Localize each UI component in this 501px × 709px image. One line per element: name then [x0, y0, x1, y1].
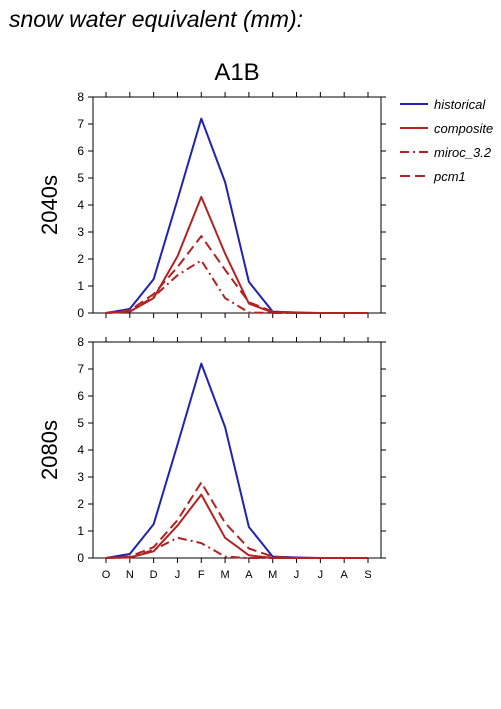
panel-2040s: 0 1 2 3 4 5 6 7 8 2040s	[37, 90, 386, 320]
y-tick-label: 8	[77, 90, 84, 104]
figure-heading: snow water equivalent (mm):	[9, 6, 303, 32]
y-tick-label: 2	[77, 497, 84, 511]
x-tick-label: S	[364, 569, 371, 581]
y-tick-label: 6	[77, 389, 84, 403]
y-tick-label: 7	[77, 362, 84, 376]
y-tick-label: 5	[77, 416, 84, 430]
y-tick-label: 7	[77, 117, 84, 131]
y-tick-label: 8	[77, 335, 84, 349]
x-tick-label: A	[245, 569, 253, 581]
chart-title: A1B	[214, 59, 259, 86]
x-tick-label: N	[126, 569, 134, 581]
y-tick-label: 2	[77, 252, 84, 266]
y-tick-label: 4	[77, 198, 84, 212]
panel-2080s: 0 1 2 3 4 5 6 7 8 O N D J F M A M J J A S 2080s	[37, 335, 386, 581]
chart-panels: 0 1 2 3 4 5 6 7 8 2040s 0 1 2 3 4 5 6 7 8 O N D J F M A M J J A S 2080s	[37, 90, 386, 581]
series-line-miroc-3-2	[105, 536, 368, 559]
series-line-historical	[105, 362, 368, 559]
series-line-pcm1	[105, 235, 368, 314]
legend-label: historical	[434, 97, 486, 112]
panel-frame	[92, 341, 382, 559]
y-tick-label: 0	[77, 551, 84, 565]
y-tick-label: 5	[77, 171, 84, 185]
legend: historical composite miroc_3.2 pcm1	[400, 97, 493, 184]
panel-label: 2040s	[37, 175, 62, 235]
series-line-composite	[105, 493, 368, 559]
y-tick-label: 4	[77, 443, 84, 457]
y-tick-label: 6	[77, 144, 84, 158]
x-tick-label: A	[341, 569, 349, 581]
x-tick-label: J	[318, 569, 324, 581]
x-tick-label: O	[102, 569, 111, 581]
y-tick-label: 0	[77, 306, 84, 320]
legend-label: composite	[434, 121, 493, 136]
series-line-pcm1	[105, 481, 368, 559]
series-line-historical	[105, 117, 368, 314]
y-tick-label: 3	[77, 225, 84, 239]
x-tick-label: M	[268, 569, 277, 581]
x-tick-label: J	[294, 569, 300, 581]
x-tick-label: D	[150, 569, 158, 581]
x-tick-label: J	[175, 569, 181, 581]
x-tick-label: F	[198, 569, 205, 581]
series-line-composite	[105, 195, 368, 314]
legend-label: miroc_3.2	[434, 145, 492, 160]
y-tick-label: 1	[77, 524, 84, 538]
y-tick-label: 1	[77, 279, 84, 293]
y-tick-label: 3	[77, 470, 84, 484]
panel-label: 2080s	[37, 420, 62, 480]
x-tick-label: M	[221, 569, 230, 581]
legend-label: pcm1	[433, 169, 466, 184]
